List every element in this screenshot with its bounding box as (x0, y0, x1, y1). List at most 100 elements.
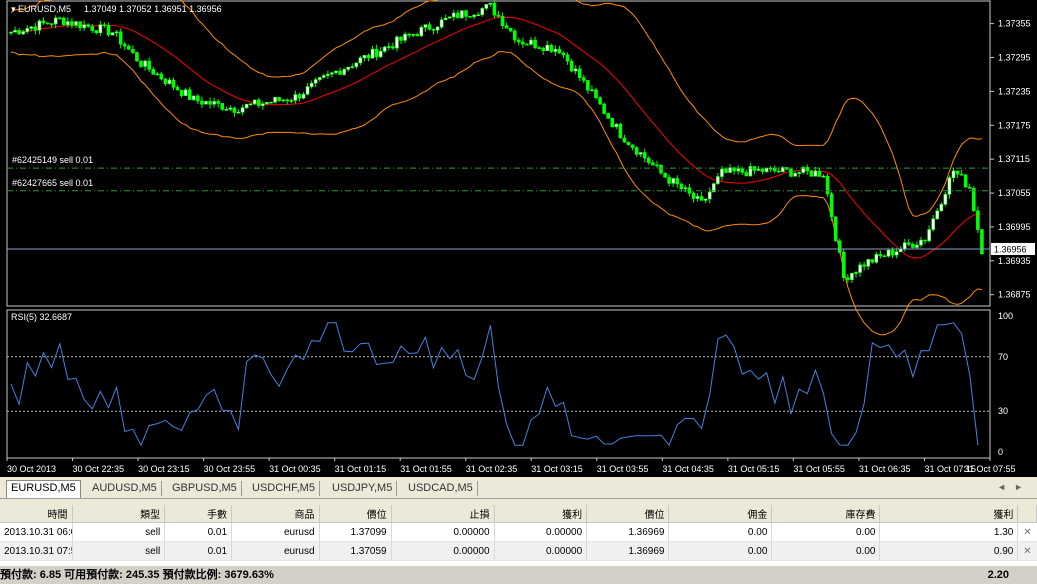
candle-body (342, 69, 346, 75)
time-label: 31 Oct 07:55 (964, 464, 1016, 474)
col-open-price[interactable]: 價位 (319, 505, 392, 523)
candle-body (289, 100, 294, 102)
current-price-label: 1.36956 (994, 244, 1027, 254)
candle-body (553, 48, 558, 52)
candle-body (439, 19, 444, 28)
candle-body (423, 24, 428, 28)
candle-body (854, 272, 858, 274)
candle-body (561, 52, 566, 56)
tab-gbpusd[interactable]: GBPUSD,M5 (168, 481, 242, 496)
candle-body (460, 10, 464, 19)
candle-body (667, 176, 671, 184)
candle-body (147, 60, 151, 70)
candle-body (598, 97, 602, 105)
cell-time: 2013.10.31 07:58 (0, 541, 73, 561)
candle-body (602, 103, 606, 114)
candle-body (354, 62, 359, 67)
tab-scroll-arrows[interactable]: ◄► (997, 482, 1031, 492)
col-symbol[interactable]: 商品 (231, 505, 320, 523)
col-stop-loss[interactable]: 止損 (391, 505, 495, 523)
time-label: 31 Oct 00:35 (269, 464, 321, 474)
tab-usdcad[interactable]: USDCAD,M5 (404, 481, 478, 496)
candle-body (326, 73, 330, 76)
price-tick-label: 1.36935 (998, 256, 1031, 266)
candle-body (269, 101, 273, 104)
candle-body (70, 21, 74, 26)
time-label: 31 Oct 01:15 (335, 464, 387, 474)
cell-profit: 1.30 (879, 522, 1019, 542)
candle-body (171, 79, 176, 88)
scroll-left-icon[interactable]: ◄ (997, 482, 1015, 492)
col-profit[interactable]: 獲利 (879, 505, 1019, 523)
candle-body (638, 152, 643, 155)
tab-audusd[interactable]: AUDUSD,M5 (88, 481, 162, 496)
cell-lots: 0.01 (164, 522, 233, 542)
scroll-right-icon[interactable]: ► (1014, 482, 1031, 492)
candle-body (586, 80, 590, 91)
candle-body (537, 47, 541, 49)
candle-body (728, 167, 732, 173)
candle-body (78, 21, 82, 29)
close-order-icon[interactable]: ✕ (1017, 541, 1037, 561)
candle-body (366, 55, 371, 59)
candle-body (732, 167, 736, 172)
candle-body (102, 24, 107, 27)
candle-body (529, 39, 533, 45)
col-time[interactable]: 時間 (0, 505, 73, 523)
chart-canvas[interactable]: 1.37355 1.37295 1.37235 1.37175 1.37115 1.370… (0, 0, 1037, 477)
col-take-profit[interactable]: 獲利 (494, 505, 588, 523)
col-swap[interactable]: 庫存費 (771, 505, 881, 523)
candle-body (183, 89, 188, 96)
tab-eurusd[interactable]: EURUSD,M5 (6, 480, 81, 498)
candle-body (882, 255, 887, 258)
candle-body (338, 70, 342, 75)
candle-body (192, 95, 196, 100)
price-tick-label: 1.36995 (998, 222, 1031, 232)
candle-body (736, 168, 740, 172)
price-tick-label: 1.37295 (998, 52, 1031, 62)
candle-body (281, 99, 285, 102)
candle-body (911, 244, 915, 248)
cell-take-profit: 0.00000 (494, 522, 588, 542)
time-label: 30 Oct 23:15 (138, 464, 190, 474)
candle-body (220, 103, 225, 110)
col-lots[interactable]: 手數 (164, 505, 233, 523)
candle-body (472, 14, 476, 17)
price-tick-label: 1.37235 (998, 86, 1031, 96)
candle-body (25, 28, 30, 32)
cell-commission: 0.00 (668, 522, 773, 542)
chart-header-ohlc: 1.37049 1.37052 1.36951 1.36956 (84, 4, 222, 14)
candle-body (122, 43, 127, 47)
table-row[interactable]: 2013.10.31 07:58 sell 0.01 eurusd 1.3705… (0, 541, 1037, 561)
candle-body (49, 23, 54, 25)
candle-body (521, 41, 525, 45)
candle-body (594, 89, 598, 98)
candle-body (427, 24, 432, 30)
tab-usdjpy[interactable]: USDJPY,M5 (328, 481, 398, 496)
candle-body (703, 198, 708, 201)
candle-body (94, 30, 99, 34)
candle-body (821, 176, 826, 178)
col-type[interactable]: 類型 (72, 505, 166, 523)
price-tick-label: 1.37175 (998, 120, 1031, 130)
col-commission[interactable]: 佣金 (668, 505, 773, 523)
candle-body (517, 39, 521, 43)
candle-body (370, 48, 375, 59)
candle-body (86, 24, 90, 27)
close-order-icon[interactable]: ✕ (1017, 522, 1037, 542)
candle-body (13, 30, 17, 33)
candle-body (313, 79, 318, 84)
cell-lots: 0.01 (164, 541, 233, 561)
candle-body (894, 251, 899, 256)
rsi-tick-label: 100 (998, 311, 1013, 321)
chart-area[interactable]: 1.37355 1.37295 1.37235 1.37175 1.37115 1.370… (0, 0, 1037, 477)
candle-body (29, 26, 34, 29)
candle-body (285, 99, 290, 102)
candle-body (21, 31, 25, 35)
col-current-price[interactable]: 價位 (586, 505, 670, 523)
tab-usdchf[interactable]: USDCHF,M5 (248, 481, 320, 496)
candle-body (793, 172, 797, 177)
table-row[interactable]: 2013.10.31 06:03 sell 0.01 eurusd 1.3709… (0, 522, 1037, 542)
candle-body (642, 152, 647, 159)
candle-body (915, 244, 919, 248)
